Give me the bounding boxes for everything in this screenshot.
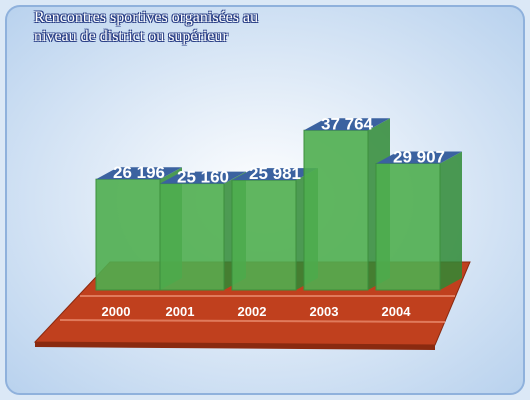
bar-top	[304, 118, 390, 131]
bar-top	[160, 171, 246, 184]
chart-title: Rencontres sportives organisées au nivea…	[34, 9, 259, 45]
bar	[303, 129, 369, 291]
value-label: 25 160	[177, 168, 229, 187]
bar-side	[440, 151, 462, 290]
value-label: 37 764	[321, 114, 374, 133]
bar	[95, 178, 161, 291]
bar	[159, 183, 225, 291]
x-tick-label: 2002	[238, 304, 267, 319]
bar-top	[232, 168, 318, 181]
value-label: 26 196	[113, 163, 165, 182]
bar	[231, 179, 297, 291]
x-tick-label: 2001	[166, 304, 195, 319]
track-edge	[35, 342, 435, 350]
value-label: 25 981	[249, 164, 301, 183]
value-label: 29 907	[393, 147, 445, 166]
bar-top	[96, 167, 182, 180]
bar-top	[376, 151, 462, 164]
bar	[375, 162, 441, 291]
x-tick-label: 2003	[310, 304, 339, 319]
x-tick-label: 2004	[382, 304, 412, 319]
x-tick-label: 2000	[102, 304, 131, 319]
track-lanes	[59, 295, 455, 323]
